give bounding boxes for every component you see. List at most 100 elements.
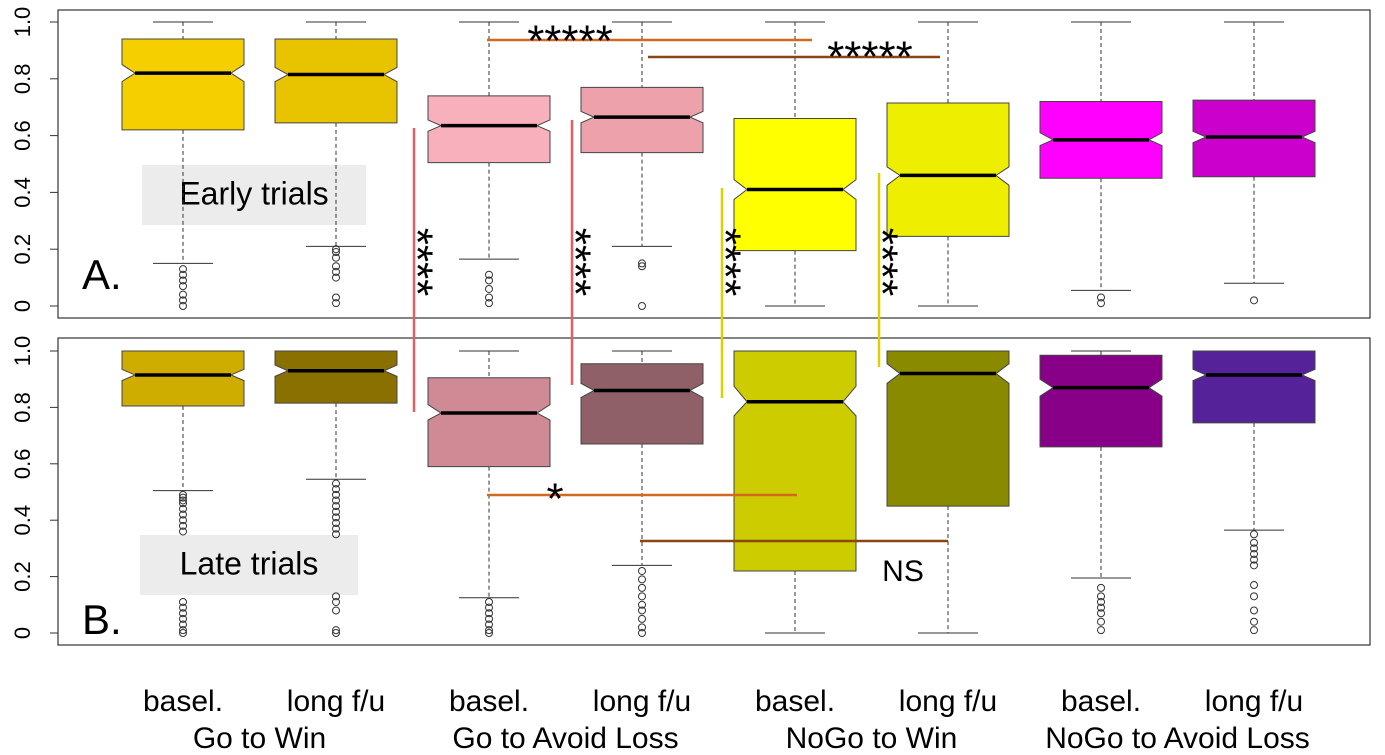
outlier (1097, 583, 1105, 592)
subtitle: Late trials (180, 545, 319, 581)
outlier (332, 479, 340, 488)
outlier (1097, 597, 1105, 606)
outlier (179, 265, 187, 274)
outlier (485, 299, 493, 308)
panel-frame (57, 9, 1371, 319)
subtitle-box (140, 535, 358, 595)
outlier (1097, 626, 1105, 635)
y-tick-label: 0.8 (10, 392, 35, 423)
outlier (1097, 293, 1105, 302)
outlier (638, 600, 646, 609)
outlier (179, 504, 187, 513)
outlier (638, 629, 646, 637)
outlier (332, 299, 340, 308)
outlier (179, 493, 187, 502)
outlier (332, 530, 340, 539)
annotation: **** (550, 228, 599, 297)
y-tick-label: 0.8 (10, 64, 35, 95)
outlier (332, 513, 340, 522)
box (733, 118, 857, 252)
annotation: * (546, 475, 563, 524)
outlier (638, 575, 646, 584)
y-tick-label: 0 (10, 627, 35, 639)
box (121, 38, 245, 131)
outlier (332, 502, 340, 511)
group-label: NoGo to Avoid Loss (1045, 722, 1310, 755)
box (733, 350, 857, 572)
y-tick-label: 0 (10, 300, 35, 312)
outlier (638, 583, 646, 592)
panel-label: A. (82, 251, 122, 298)
outlier (638, 302, 646, 310)
outlier (1250, 296, 1258, 305)
box (1039, 354, 1163, 448)
outlier (485, 603, 493, 612)
box (580, 363, 704, 445)
outlier (638, 606, 646, 615)
box (427, 95, 551, 164)
outlier (179, 270, 187, 279)
outlier (179, 302, 187, 310)
y-tick-label: 1.0 (10, 336, 35, 367)
outlier (179, 629, 187, 637)
outlier (179, 296, 187, 305)
outlier (485, 629, 493, 637)
outlier (179, 527, 187, 536)
outlier (485, 626, 493, 635)
box (427, 377, 551, 468)
outlier (1250, 606, 1258, 615)
outlier (332, 490, 340, 499)
subtitle: Early trials (179, 175, 328, 211)
outlier (332, 626, 340, 635)
outlier (179, 626, 187, 635)
panel-label: B. (82, 596, 122, 643)
outlier (179, 510, 187, 519)
outlier (179, 496, 187, 505)
x-tick-label: basel. (755, 685, 835, 718)
outlier (179, 490, 187, 499)
outlier (638, 614, 646, 623)
outlier (179, 499, 187, 508)
outlier (485, 284, 493, 293)
outlier (332, 253, 340, 262)
outlier (332, 496, 340, 505)
outlier (1097, 299, 1105, 308)
outlier (1250, 550, 1258, 559)
outlier (332, 606, 340, 615)
outlier (179, 282, 187, 291)
box (886, 350, 1010, 507)
x-tick-label: basel. (1061, 685, 1141, 718)
y-tick-label: 0.2 (10, 561, 35, 592)
outlier (179, 609, 187, 618)
y-tick-label: 0.6 (10, 449, 35, 480)
annotation: ***** (527, 17, 613, 66)
outlier (1250, 561, 1258, 570)
y-tick-label: 1.0 (10, 7, 35, 38)
panel-frame (57, 337, 1371, 646)
x-tick-label: long f/u (287, 685, 385, 718)
outlier (1097, 609, 1105, 618)
outlier (1250, 530, 1258, 539)
outlier (638, 592, 646, 601)
outlier (638, 262, 646, 271)
outlier (332, 597, 340, 606)
outlier (1250, 592, 1258, 601)
annotation: **** (857, 228, 906, 297)
annotation: ***** (827, 33, 913, 82)
outlier (485, 276, 493, 285)
outlier (332, 262, 340, 271)
outlier (638, 566, 646, 575)
box (274, 350, 398, 404)
box (1192, 350, 1316, 424)
annotation: NS (882, 555, 924, 588)
outlier (638, 623, 646, 632)
group-label: Go to Avoid Loss (452, 722, 678, 755)
outlier (179, 597, 187, 606)
y-tick-label: 0.6 (10, 120, 35, 151)
outlier (1250, 544, 1258, 553)
subtitle-box (142, 165, 366, 225)
outlier (179, 603, 187, 612)
x-tick-label: basel. (143, 685, 223, 718)
x-tick-label: basel. (449, 685, 529, 718)
outlier (1097, 617, 1105, 626)
